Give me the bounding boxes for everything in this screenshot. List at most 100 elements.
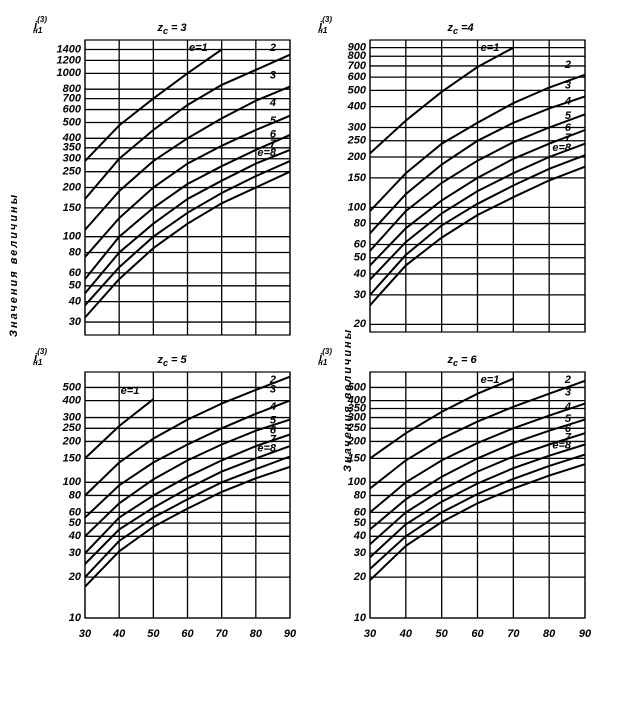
panel-title: zc = 3 bbox=[157, 22, 187, 36]
y-symbol-sub: н1 bbox=[33, 26, 43, 35]
y-symbol: i bbox=[34, 352, 38, 364]
series-line bbox=[84, 170, 291, 319]
y-tick-label: 250 bbox=[347, 135, 367, 147]
series-label: e=8 bbox=[552, 142, 572, 154]
series-label: 4 bbox=[564, 401, 571, 413]
y-tick-label: 30 bbox=[354, 547, 367, 559]
y-tick-label: 10 bbox=[354, 612, 367, 624]
y-tick-label: 80 bbox=[69, 246, 82, 258]
series-label: 5 bbox=[270, 414, 277, 426]
x-tick-label: 90 bbox=[579, 628, 592, 640]
y-tick-label: 150 bbox=[348, 172, 367, 184]
y-tick-label: 300 bbox=[63, 411, 82, 423]
series-line bbox=[84, 399, 291, 519]
y-tick-label: 10 bbox=[69, 612, 82, 624]
series-line bbox=[369, 46, 514, 155]
y-tick-label: 100 bbox=[348, 476, 367, 488]
series-label: 3 bbox=[270, 69, 276, 81]
series-label: 2 bbox=[564, 59, 571, 71]
y-tick-label: 40 bbox=[68, 296, 82, 308]
series-line bbox=[84, 48, 223, 162]
series-label: 7 bbox=[565, 432, 572, 444]
series-line bbox=[369, 379, 586, 490]
series-line bbox=[369, 402, 586, 514]
series-label: 5 bbox=[270, 115, 277, 127]
y-tick-label: 200 bbox=[62, 435, 82, 447]
series-line bbox=[369, 432, 586, 545]
y-tick-label: 500 bbox=[63, 116, 82, 128]
series-label: 3 bbox=[565, 79, 571, 91]
series-label: 4 bbox=[269, 401, 276, 413]
x-tick-label: 70 bbox=[507, 628, 520, 640]
y-tick-label: 200 bbox=[62, 181, 82, 193]
y-tick-label: 300 bbox=[348, 121, 367, 133]
title-sub: c bbox=[453, 26, 458, 36]
y-tick-label: 30 bbox=[69, 316, 82, 328]
title-sub: c bbox=[163, 358, 168, 368]
series-line bbox=[84, 148, 291, 294]
title-text: = 5 bbox=[171, 354, 187, 366]
y-tick-label: 100 bbox=[63, 476, 82, 488]
y-tick-label: 350 bbox=[63, 142, 82, 154]
y-tick-label: 500 bbox=[63, 381, 82, 393]
title-sub: c bbox=[163, 26, 168, 36]
x-tick-label: 80 bbox=[250, 628, 263, 640]
title-symbol: z bbox=[447, 354, 454, 366]
y-tick-label: 20 bbox=[353, 318, 367, 330]
y-tick-label: 80 bbox=[354, 217, 367, 229]
y-tick-label: 60 bbox=[354, 238, 367, 250]
series-label: 6 bbox=[270, 424, 277, 436]
y-tick-label: 700 bbox=[63, 93, 82, 105]
y-symbol-sub: н1 bbox=[33, 358, 43, 367]
y-tick-label: 60 bbox=[69, 267, 82, 279]
y-tick-label: 400 bbox=[347, 395, 367, 407]
x-tick-label: 40 bbox=[112, 628, 126, 640]
series-label: 5 bbox=[565, 413, 572, 425]
y-tick-label: 30 bbox=[354, 289, 367, 301]
y-axis-label: Значения величины bbox=[8, 193, 20, 337]
series-line bbox=[369, 453, 586, 570]
y-tick-label: 600 bbox=[63, 103, 82, 115]
x-tick-label: 90 bbox=[284, 628, 297, 640]
y-tick-label: 500 bbox=[348, 84, 367, 96]
series-line bbox=[369, 113, 586, 252]
x-tick-label: 60 bbox=[471, 628, 484, 640]
series-line bbox=[369, 443, 586, 559]
y-tick-label: 60 bbox=[354, 506, 367, 518]
y-tick-label: 200 bbox=[347, 151, 367, 163]
series-label: 2 bbox=[269, 42, 276, 54]
x-tick-label: 50 bbox=[147, 628, 160, 640]
y-tick-label: 1000 bbox=[57, 67, 82, 79]
y-tick-label: 20 bbox=[353, 571, 367, 583]
y-tick-label: 80 bbox=[354, 489, 367, 501]
y-tick-label: 40 bbox=[353, 530, 367, 542]
series-label: e=1 bbox=[481, 42, 500, 54]
x-tick-label: 30 bbox=[364, 628, 377, 640]
y-tick-label: 1400 bbox=[57, 43, 82, 55]
y-tick-label: 150 bbox=[63, 452, 82, 464]
x-tick-label: 60 bbox=[181, 628, 194, 640]
x-tick-label: 40 bbox=[399, 628, 413, 640]
y-tick-label: 400 bbox=[347, 101, 367, 113]
series-line bbox=[84, 455, 291, 578]
y-symbol-sup: (3) bbox=[37, 15, 47, 24]
panel-title: zc =4 bbox=[447, 22, 474, 36]
y-tick-label: 50 bbox=[69, 280, 82, 292]
series-line bbox=[84, 53, 291, 200]
y-tick-label: 250 bbox=[62, 422, 82, 434]
series-line bbox=[369, 142, 586, 281]
y-tick-label: 200 bbox=[347, 435, 367, 447]
series-line bbox=[84, 114, 291, 258]
x-tick-label: 50 bbox=[436, 628, 449, 640]
y-tick-label: 800 bbox=[63, 83, 82, 95]
series-line bbox=[369, 418, 586, 531]
y-tick-label: 50 bbox=[69, 517, 82, 529]
series-line bbox=[84, 160, 291, 306]
title-text: = 3 bbox=[171, 22, 187, 34]
series-label: e=8 bbox=[552, 440, 572, 452]
y-tick-label: 350 bbox=[348, 402, 367, 414]
y-tick-label: 150 bbox=[348, 452, 367, 464]
series-label: e=1 bbox=[121, 385, 140, 397]
y-tick-label: 40 bbox=[353, 268, 367, 280]
